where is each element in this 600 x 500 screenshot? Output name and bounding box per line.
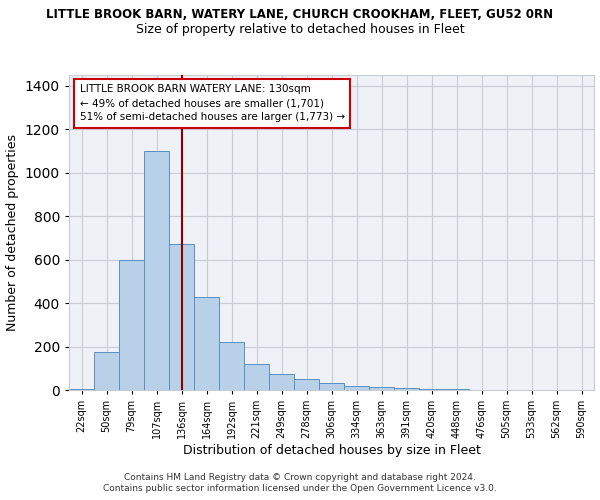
Bar bbox=[144, 151, 169, 390]
Bar bbox=[319, 384, 344, 390]
Bar bbox=[344, 386, 369, 390]
Text: LITTLE BROOK BARN, WATERY LANE, CHURCH CROOKHAM, FLEET, GU52 0RN: LITTLE BROOK BARN, WATERY LANE, CHURCH C… bbox=[46, 8, 554, 20]
Bar bbox=[394, 388, 419, 390]
Text: Contains HM Land Registry data © Crown copyright and database right 2024.: Contains HM Land Registry data © Crown c… bbox=[124, 472, 476, 482]
Y-axis label: Number of detached properties: Number of detached properties bbox=[6, 134, 19, 331]
Text: LITTLE BROOK BARN WATERY LANE: 130sqm
← 49% of detached houses are smaller (1,70: LITTLE BROOK BARN WATERY LANE: 130sqm ← … bbox=[79, 84, 344, 122]
Bar bbox=[169, 244, 194, 390]
Bar bbox=[369, 386, 394, 390]
X-axis label: Distribution of detached houses by size in Fleet: Distribution of detached houses by size … bbox=[182, 444, 481, 457]
Text: Size of property relative to detached houses in Fleet: Size of property relative to detached ho… bbox=[136, 22, 464, 36]
Bar bbox=[119, 260, 144, 390]
Bar bbox=[294, 379, 319, 390]
Bar bbox=[219, 342, 244, 390]
Bar bbox=[244, 364, 269, 390]
Bar bbox=[269, 374, 294, 390]
Bar bbox=[94, 352, 119, 390]
Text: Contains public sector information licensed under the Open Government Licence v3: Contains public sector information licen… bbox=[103, 484, 497, 493]
Bar bbox=[69, 389, 94, 390]
Bar bbox=[419, 389, 444, 390]
Bar bbox=[194, 296, 219, 390]
